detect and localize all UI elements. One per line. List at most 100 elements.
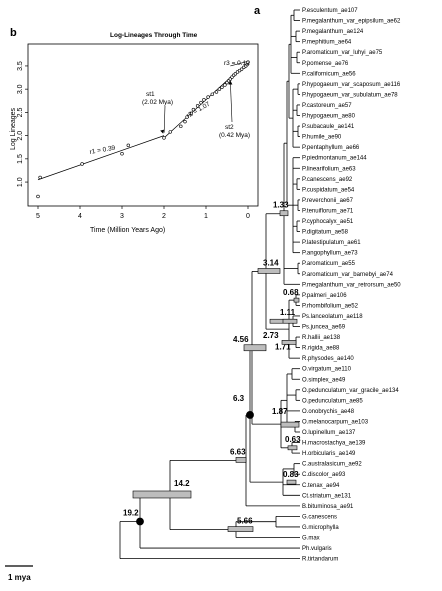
node-age-label: 3.14 bbox=[263, 258, 279, 267]
taxon-label: P.esculentum_ae107 bbox=[302, 8, 358, 14]
ltt-arrow-head bbox=[160, 129, 165, 134]
taxon-label: P.rhombifolium_ae52 bbox=[302, 303, 359, 309]
ltt-point bbox=[162, 136, 166, 140]
taxon-label: R.hallii_ae138 bbox=[302, 335, 341, 341]
ltt-point bbox=[191, 107, 196, 112]
taxon-label: P.palmeri_ae106 bbox=[302, 293, 347, 299]
taxon-label: G.microphylla bbox=[302, 525, 339, 531]
ltt-point bbox=[195, 104, 200, 108]
node-age-label: 0.83 bbox=[283, 470, 299, 479]
node-age-bar bbox=[257, 268, 281, 274]
node-age-label: 1.87 bbox=[272, 407, 288, 416]
taxon-label: P.pentaphyllum_ae66 bbox=[302, 145, 360, 151]
node-age-bar bbox=[243, 344, 267, 352]
taxon-label: P.angophyllum_ae73 bbox=[302, 251, 358, 257]
taxon-label: P.mephitium_ae64 bbox=[302, 40, 352, 46]
node-age-label: 1.11 bbox=[280, 308, 296, 317]
taxon-label: P.subacaule_ae141 bbox=[302, 124, 355, 130]
taxon-label: C.australasicum_ae92 bbox=[302, 462, 362, 468]
node-marker bbox=[246, 411, 254, 419]
ltt-point bbox=[220, 85, 224, 90]
taxon-label: P.aromaticum_ae55 bbox=[302, 261, 356, 267]
node-age-label: 14.2 bbox=[174, 479, 190, 488]
taxon-label: P.cuspidatum_ae54 bbox=[302, 187, 355, 193]
node-age-bar bbox=[279, 210, 289, 217]
taxon-label: B.bituminosa_ae91 bbox=[302, 504, 354, 510]
ltt-point bbox=[214, 90, 219, 94]
taxon-label: P.hypogaeum_var_subulatum_ae78 bbox=[302, 92, 398, 98]
taxon-label: R.tirtandarum bbox=[302, 557, 338, 563]
ltt-y-tick-label: 2.0 bbox=[17, 131, 24, 141]
taxon-label: P.canescens_ae92 bbox=[302, 177, 353, 183]
ltt-breakpoint-age: (2.02 Mya) bbox=[142, 99, 173, 106]
ltt-x-tick-label: 0 bbox=[246, 213, 250, 220]
taxon-label: H.orbicularis_ae149 bbox=[302, 451, 356, 457]
node-age-label: 5.66 bbox=[237, 517, 253, 526]
taxon-label: Ph.vulgaris bbox=[302, 546, 332, 552]
taxon-label: O.virgatum_ae110 bbox=[302, 367, 352, 373]
ltt-axes: 5 4 3 2 1 0 1.0 1.5 2.0 2.5 3.0 3.5 bbox=[17, 61, 250, 220]
node-age-label: 6.3 bbox=[233, 394, 245, 403]
ltt-rate-line bbox=[37, 135, 165, 181]
node-age-bar bbox=[235, 457, 247, 463]
ltt-rate-label: r3 = 0.12 bbox=[224, 60, 250, 67]
node-age-label: 1.71 bbox=[275, 342, 291, 351]
phylogenetic-tree bbox=[119, 9, 300, 559]
taxon-label: P.reverchonii_ae67 bbox=[302, 198, 354, 204]
ltt-breakpoint-label: st2 bbox=[225, 124, 234, 131]
node-age-label: 1.33 bbox=[273, 201, 289, 210]
ltt-point bbox=[126, 143, 131, 148]
ltt-x-tick-label: 4 bbox=[78, 213, 82, 220]
taxon-label: P.linearifolium_ae63 bbox=[302, 166, 356, 172]
ltt-breakpoint-age: (0.42 Mya) bbox=[219, 132, 250, 139]
scale-bar: 1 mya bbox=[5, 565, 33, 582]
taxon-label: H.macrostachya_ae139 bbox=[302, 441, 366, 447]
taxon-label: C.tenax_ae94 bbox=[302, 483, 340, 489]
node-age-label: 6.63 bbox=[230, 447, 246, 456]
taxon-label: O.pedunculatum_ae85 bbox=[302, 398, 363, 404]
node-age-label: 19.2 bbox=[123, 509, 139, 518]
taxon-label: P.megalanthum_ae124 bbox=[302, 29, 364, 35]
taxon-label: P.latestipulatum_ae61 bbox=[302, 240, 361, 246]
node-age-bar bbox=[132, 490, 192, 499]
ltt-breakpoint-label: st1 bbox=[146, 91, 155, 98]
ltt-point bbox=[120, 152, 124, 156]
panel-a-label: a bbox=[254, 5, 261, 17]
ltt-y-tick-label: 1.5 bbox=[17, 154, 24, 164]
ltt-arrow-head bbox=[228, 80, 233, 85]
node-age-bar bbox=[293, 297, 300, 303]
ltt-point bbox=[36, 194, 40, 199]
taxon-label: P.tenuiflorum_ae71 bbox=[302, 208, 354, 214]
ltt-y-tick-label: 3.5 bbox=[17, 61, 24, 71]
ltt-x-tick-label: 2 bbox=[162, 213, 166, 220]
ltt-point bbox=[202, 98, 206, 102]
ltt-annotations: r1 = 0.39 r2 = 1.07 r3 = 0.12 st1(2.02 Mya)… bbox=[89, 60, 250, 156]
taxon-label: P.piedmontanum_ae144 bbox=[302, 156, 367, 162]
taxon-label: P.aromaticum_var_barnebyi_ae74 bbox=[302, 272, 394, 278]
ltt-rate-label: r2 = 1.07 bbox=[186, 101, 212, 120]
node-age-bar bbox=[286, 479, 297, 485]
ltt-y-tick-label: 3.0 bbox=[17, 84, 24, 94]
taxon-labels: P.esculentum_ae107 P.megalanthum_var_epip… bbox=[302, 8, 401, 563]
ltt-rate-line bbox=[230, 60, 249, 67]
scale-bar-label: 1 mya bbox=[8, 573, 31, 582]
taxon-label: Ps.lanceolatum_ae118 bbox=[302, 314, 363, 320]
ltt-y-tick-label: 1.0 bbox=[17, 177, 24, 187]
taxon-label: P.aromaticum_var_luhyi_ae75 bbox=[302, 50, 383, 56]
ltt-point bbox=[38, 175, 42, 180]
node-age-label: 4.56 bbox=[233, 335, 249, 344]
ltt-point bbox=[210, 92, 215, 96]
ltt-points bbox=[36, 60, 250, 199]
ltt-point bbox=[240, 67, 244, 71]
ltt-point bbox=[217, 87, 222, 91]
node-age-label: 2.73 bbox=[263, 331, 279, 340]
taxon-label: P.hypogaeum_ae80 bbox=[302, 114, 356, 120]
node-age-bar bbox=[282, 318, 298, 324]
taxon-label: Ps.juncea_ae69 bbox=[302, 325, 346, 331]
taxon-label: R.physodes_ae140 bbox=[302, 356, 354, 362]
ltt-breakpoint-arrow bbox=[163, 105, 166, 133]
taxon-label: O.pedunculatum_var_gracile_ae134 bbox=[302, 388, 399, 394]
taxon-label: P.megalanthum_var_epipsilum_ae62 bbox=[302, 19, 401, 25]
taxon-label: O.simplex_ae49 bbox=[302, 377, 346, 383]
